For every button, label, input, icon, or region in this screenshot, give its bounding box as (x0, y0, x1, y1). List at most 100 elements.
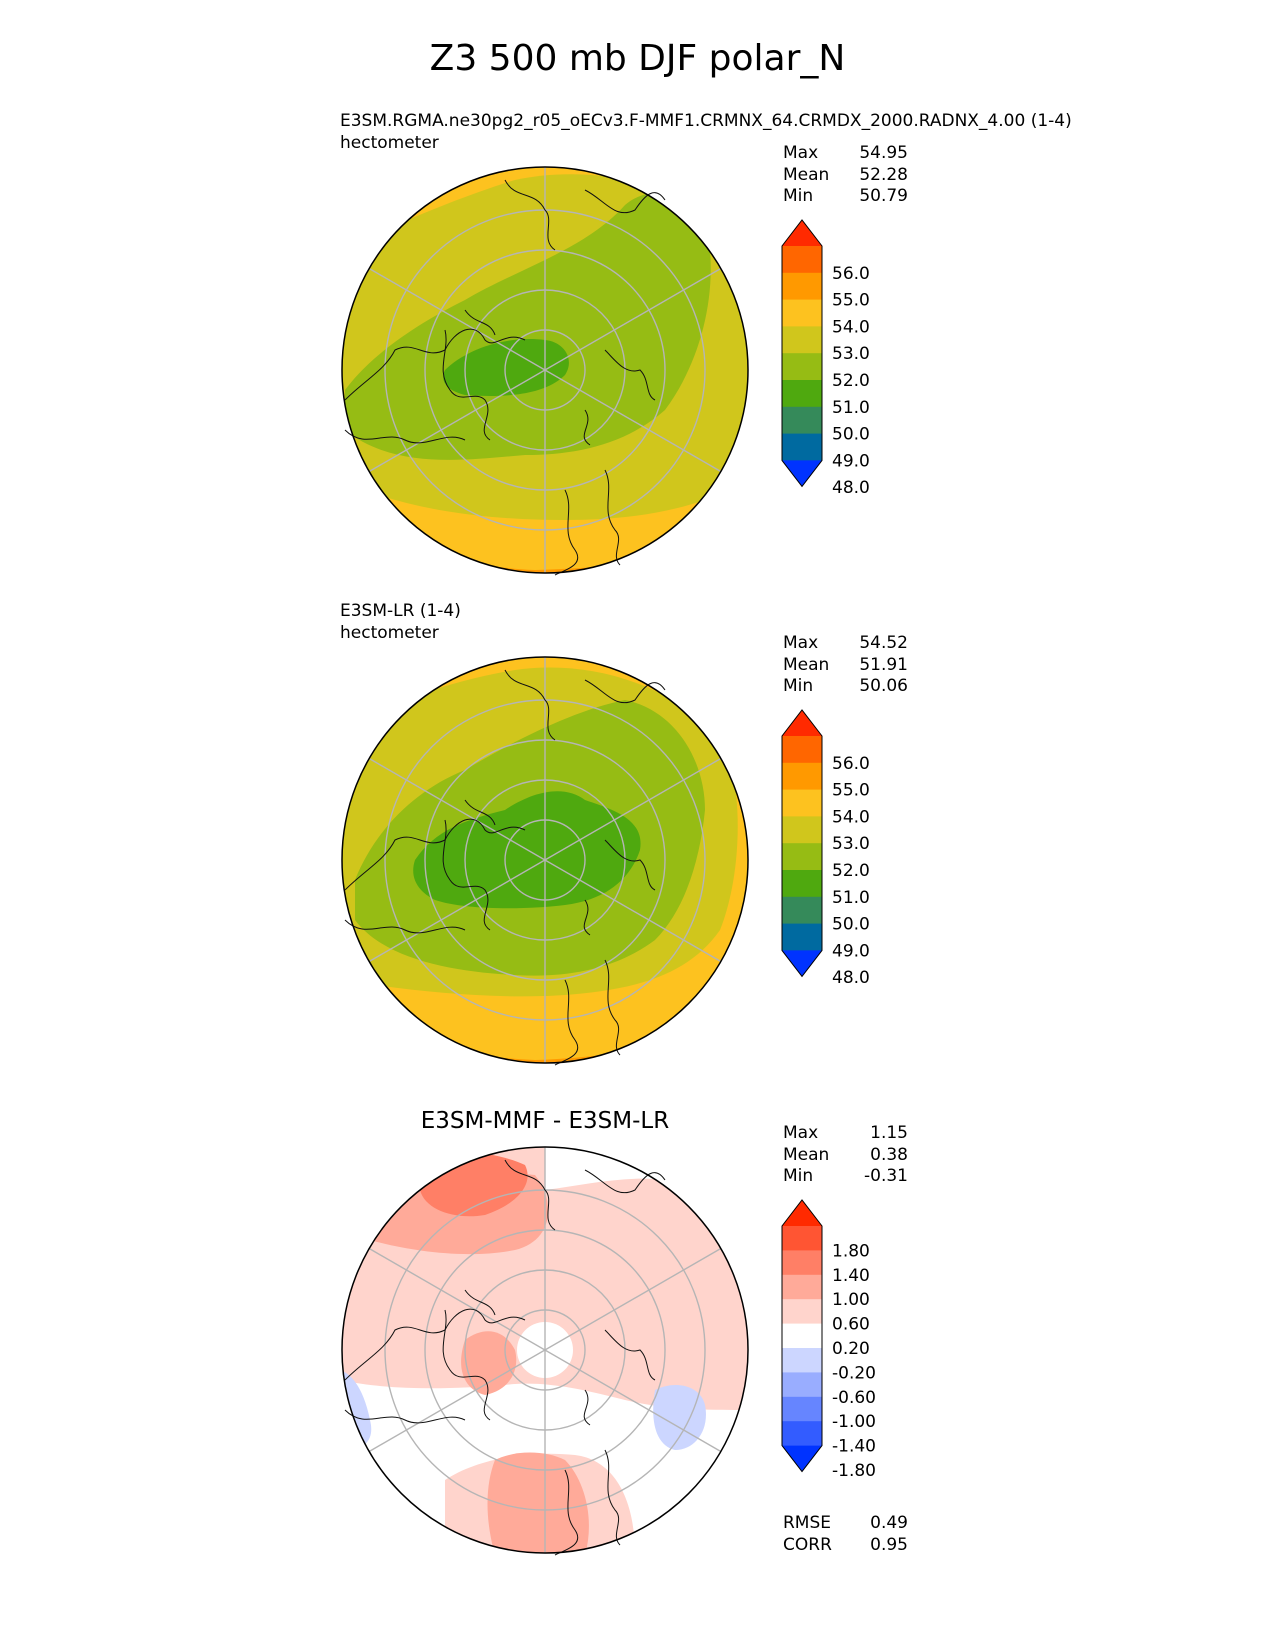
colorbar-tick-label: 52.0 (832, 371, 870, 391)
colorbar-cell (782, 272, 822, 301)
colorbar-tick-label: 48.0 (832, 478, 870, 498)
stat-row: Mean 0.38 (783, 1144, 908, 1165)
colorbar-tick-label: -0.20 (832, 1363, 876, 1383)
figure-title: Z3 500 mb DJF polar_N (429, 38, 846, 79)
colorbar-cell (782, 380, 822, 408)
colorbar-tick-label: 0.20 (832, 1339, 870, 1359)
colorbar-extend-bottom (782, 460, 822, 487)
panel2-colorbar: 56.0 55.0 54.0 53.0 52.0 51.0 50.0 49.0 48.0 (781, 709, 870, 988)
colorbar-cell (782, 896, 822, 925)
colorbar-tick-label: -1.40 (832, 1437, 876, 1457)
panel3-polar-map (341, 1146, 749, 1556)
colorbar-cell (782, 816, 822, 844)
map-boundary (341, 656, 749, 1064)
colorbar-cell (782, 406, 822, 435)
colorbar-cells (781, 1199, 823, 1473)
colorbar-tick-label: 49.0 (832, 941, 870, 961)
panel1-stats: Max 54.95 Mean 52.28 Min 50.79 (783, 143, 908, 208)
panel3-extra-stats: RMSE 0.49 CORR 0.95 (783, 1513, 908, 1556)
colorbar-tick-label: 51.0 (832, 398, 870, 418)
colorbar-ticks: 1.80 1.40 1.00 0.60 0.20 -0.20 -0.60 -1.00 -1.40… (832, 1241, 876, 1481)
stat-row: Min 50.79 (783, 186, 908, 206)
panel1-name: E3SM.RGMA.ne30pg2_r05_oECv3.F-MMF1.CRMNX… (340, 111, 1072, 131)
stat-row: Min -0.31 (783, 1166, 908, 1186)
colorbar-outline (781, 219, 823, 488)
diff-band (461, 1331, 517, 1395)
stat-row: Max 54.95 (783, 143, 908, 163)
panel2-name: E3SM-LR (1-4) (340, 601, 461, 621)
colorbar-tick-label: 49.0 (832, 451, 870, 471)
colorbar-cell (782, 1226, 822, 1251)
colorbar-cell (782, 1250, 822, 1276)
colorbar-cell (782, 762, 822, 791)
colorbar-tick-label: 53.0 (832, 344, 870, 364)
panel3-stats: Max 1.15 Mean 0.38 Min -0.31 (783, 1123, 908, 1188)
map-boundary (341, 1146, 749, 1554)
colorbar-tick-label: 0.60 (832, 1315, 870, 1335)
colorbar-tick-label: 56.0 (832, 754, 870, 774)
panel3-title: E3SM-MMF - E3SM-LR (420, 1108, 670, 1134)
colorbar-tick-label: 1.00 (832, 1290, 870, 1310)
stat-row: Min 50.06 (783, 676, 908, 696)
panel2-stats: Max 54.52 Mean 51.91 Min 50.06 (783, 633, 908, 698)
panel1-title: E3SM.RGMA.ne30pg2_r05_oECv3.F-MMF1.CRMNX… (340, 110, 1072, 154)
colorbar-cell (782, 736, 822, 764)
coastlines (344, 179, 666, 576)
colorbar-tick-label: 1.80 (832, 1241, 870, 1261)
colorbar-tick-label: -1.00 (832, 1412, 876, 1432)
colorbar-tick-label: 1.40 (832, 1266, 870, 1286)
colorbar-outline (781, 709, 823, 978)
colorbar-cell (782, 870, 822, 898)
colorbar-cell (782, 326, 822, 354)
panel2-units: hectometer (340, 623, 439, 643)
colorbar-cell (782, 1323, 822, 1349)
colorbar-tick-label: 50.0 (832, 915, 870, 935)
stat-row: Mean 51.91 (783, 654, 908, 675)
colorbar-cells (781, 709, 823, 978)
colorbar-cell (782, 353, 822, 381)
colorbar-extend-top (782, 220, 822, 246)
panel1-polar-map (341, 166, 749, 576)
colorbar-cell (782, 246, 822, 274)
colorbar-tick-label: 55.0 (832, 781, 870, 801)
field-band (345, 193, 711, 460)
colorbar-tick-label: 53.0 (832, 834, 870, 854)
panel3-colorbar: 1.80 1.40 1.00 0.60 0.20 -0.20 -0.60 -1.00 -1.40… (781, 1199, 876, 1481)
coastlines (344, 669, 666, 1066)
panel1-units: hectometer (340, 133, 439, 153)
graticule (368, 167, 722, 573)
panel1-colorbar: 56.0 55.0 54.0 53.0 52.0 51.0 50.0 49.0 48.0 (781, 219, 870, 498)
diff-band (487, 1452, 589, 1553)
colorbar-tick-label: -1.80 (832, 1461, 876, 1481)
colorbar-tick-label: 54.0 (832, 317, 870, 337)
colorbar-cell (782, 1348, 822, 1373)
graticule (368, 657, 722, 1063)
colorbar-cell (782, 1274, 822, 1300)
colorbar-tick-label: 51.0 (832, 888, 870, 908)
stat-row: Mean 52.28 (783, 164, 908, 185)
colorbar-cell (782, 1372, 822, 1398)
colorbar-ticks: 56.0 55.0 54.0 53.0 52.0 51.0 50.0 49.0 48.0 (832, 264, 870, 498)
map-boundary (341, 166, 749, 574)
colorbar-cell (782, 299, 822, 327)
colorbar-tick-label: 56.0 (832, 264, 870, 284)
colorbar-tick-label: 54.0 (832, 807, 870, 827)
colorbar-cell (782, 433, 822, 461)
colorbar-extend-top (782, 1200, 822, 1226)
colorbar-tick-label: -0.60 (832, 1388, 876, 1408)
colorbar-tick-label: 52.0 (832, 861, 870, 881)
colorbar-cell (782, 789, 822, 817)
stat-row: RMSE 0.49 (783, 1513, 908, 1533)
panel2-polar-map (341, 656, 749, 1066)
colorbar-cell (782, 843, 822, 871)
colorbar-cell (782, 1421, 822, 1447)
colorbar-ticks: 56.0 55.0 54.0 53.0 52.0 51.0 50.0 49.0 48.0 (832, 754, 870, 988)
colorbar-cells (781, 219, 823, 488)
colorbar-extend-bottom (782, 1445, 822, 1472)
colorbar-tick-label: 55.0 (832, 291, 870, 311)
coastlines (344, 1159, 666, 1556)
colorbar-extend-bottom (782, 950, 822, 977)
colorbar-extend-top (782, 710, 822, 736)
colorbar-tick-label: 50.0 (832, 425, 870, 445)
colorbar-cell (782, 923, 822, 951)
